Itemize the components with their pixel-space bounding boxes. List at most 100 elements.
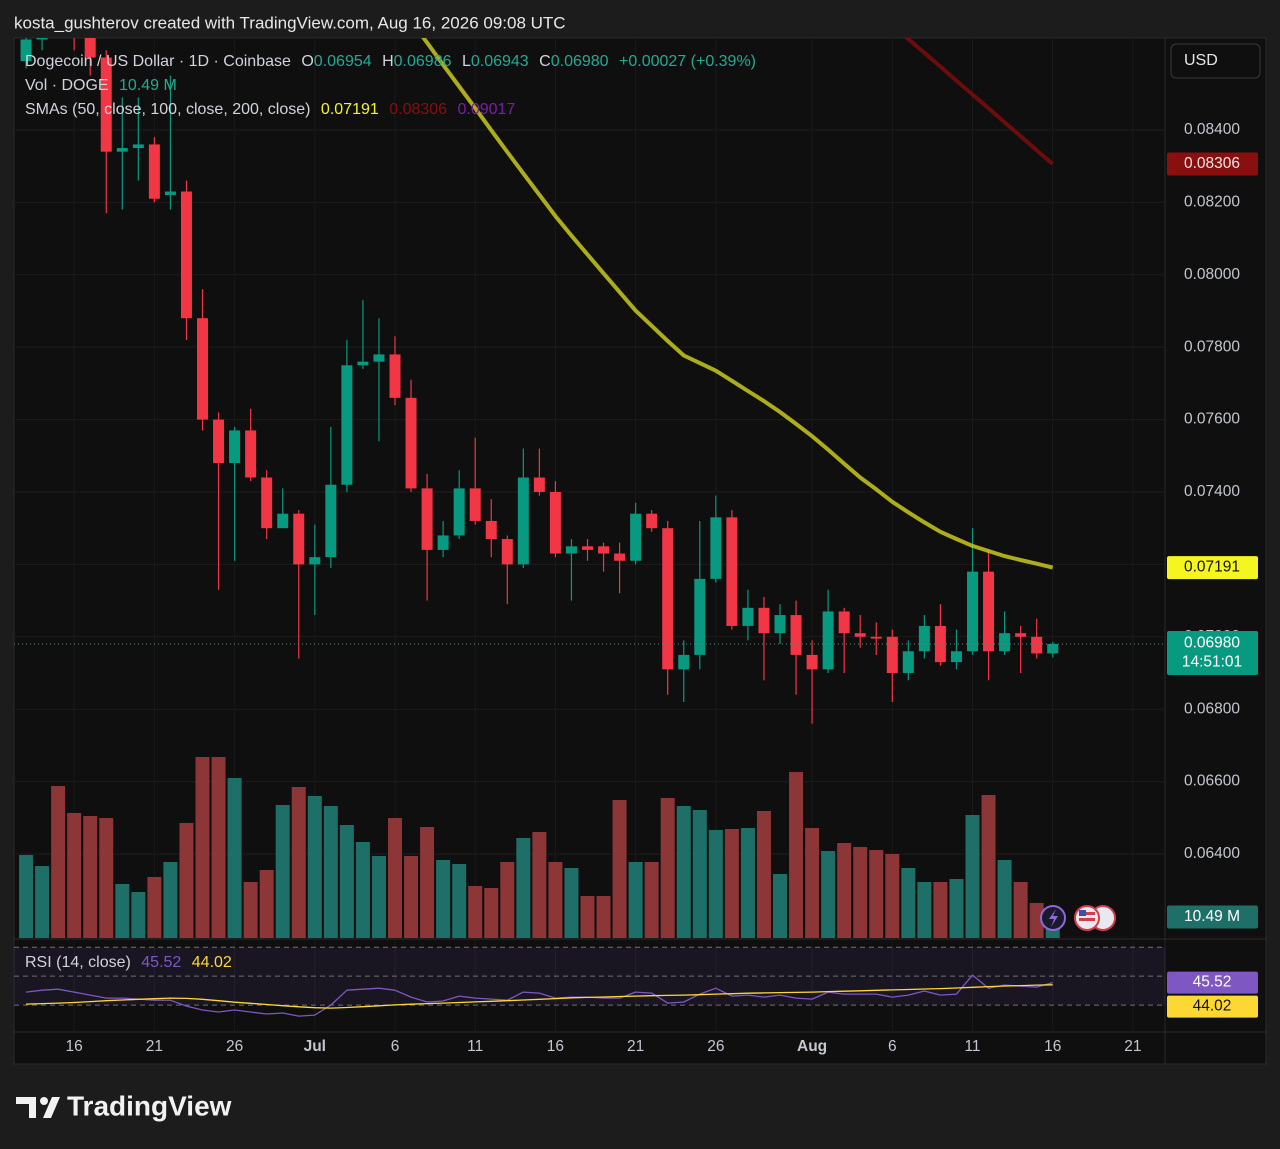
candle-body	[100, 57, 112, 152]
candle-body	[309, 557, 321, 565]
x-tick-label: 21	[627, 1038, 644, 1055]
volume-bar	[1029, 903, 1044, 938]
candle-body	[582, 546, 593, 550]
candle-body	[918, 625, 930, 652]
price-pane	[14, 38, 1165, 938]
candle-body	[1015, 633, 1027, 637]
price-badge-label: 14:51:01	[1182, 654, 1242, 671]
candle-body	[373, 354, 385, 362]
candle-body	[20, 39, 32, 62]
volume-bar	[805, 828, 820, 938]
candle-body	[213, 419, 225, 464]
candle-body	[245, 430, 257, 478]
volume-badge	[1167, 905, 1258, 929]
candle-body	[1031, 636, 1043, 654]
candle-body	[694, 578, 706, 655]
volume-bar	[291, 787, 306, 938]
volume-bar	[869, 850, 884, 938]
volume-bar	[612, 800, 627, 938]
x-tick-label: 11	[964, 1038, 980, 1055]
candle-body	[549, 491, 561, 554]
axes: 0.064000.066000.068000.070000.072000.074…	[66, 121, 1258, 1055]
volume-bar	[676, 806, 691, 938]
candle-body	[437, 535, 449, 550]
volume-bar	[51, 786, 66, 938]
rsi-line	[25, 984, 1053, 1009]
candle-body	[758, 607, 770, 634]
logo-mark	[16, 1097, 36, 1118]
candle-body	[774, 615, 786, 634]
volume-bar	[516, 838, 531, 938]
candle-body	[565, 546, 577, 554]
sma-badge-label: 0.08306	[1184, 155, 1240, 172]
volume-bar	[1013, 882, 1028, 938]
volume-bar	[147, 877, 162, 938]
rsi-badge-label: 44.02	[1193, 998, 1232, 1015]
sma-title: SMAs (50, close, 100, close, 200, close)	[25, 101, 310, 118]
volume-bar	[323, 806, 338, 938]
candle-body	[742, 607, 754, 626]
candle-body	[197, 318, 208, 420]
volume-bar	[227, 778, 242, 938]
sma-value: 0.07191	[321, 101, 379, 118]
candle-body	[870, 636, 882, 639]
ohlc-key: H	[382, 53, 394, 70]
logo-mark	[40, 1097, 48, 1105]
volume-bar	[548, 862, 563, 938]
flag-stripe	[1079, 918, 1095, 921]
ohlc-key: C	[539, 53, 551, 70]
change: +0.00027 (+0.39%)	[619, 53, 756, 70]
x-tick-label: 16	[1044, 1038, 1061, 1055]
event-icons	[1040, 905, 1116, 931]
logo-mark	[43, 1097, 60, 1118]
volume-bar	[596, 896, 611, 938]
currency-button[interactable]	[1170, 43, 1261, 79]
x-tick-label: 26	[226, 1038, 243, 1055]
volume-bar	[628, 862, 643, 938]
volume-bar	[211, 757, 226, 938]
volume-bar	[789, 772, 804, 938]
x-tick-label: 11	[467, 1038, 483, 1055]
y-tick-label: 0.06800	[1184, 700, 1240, 717]
volume-bar	[179, 823, 194, 938]
volume-bar	[35, 866, 50, 938]
candle-body	[36, 38, 48, 40]
ohlc-value: 0.06954	[314, 53, 372, 70]
volume-bar	[355, 842, 370, 938]
ohlc-key: O	[301, 53, 313, 70]
volume-bar	[500, 862, 515, 938]
sma-badge-label: 0.07191	[1184, 559, 1240, 576]
volume-bar	[99, 818, 114, 938]
event-icon-glyph	[1049, 909, 1058, 927]
ohlc-value: 0.06943	[471, 53, 529, 70]
candle-body	[180, 191, 192, 319]
volume-bar	[660, 798, 675, 938]
volume-title: Vol · DOGE	[25, 77, 109, 94]
volume-bar	[917, 882, 932, 938]
volume-bar	[452, 864, 467, 938]
volume-bar	[933, 882, 948, 938]
candle-body	[806, 654, 818, 670]
volume-bar	[564, 868, 579, 938]
volume-bar	[981, 795, 996, 938]
volume-bar	[259, 870, 274, 938]
volume-bar	[997, 860, 1012, 938]
y-tick-label: 0.07600	[1184, 411, 1240, 428]
rsi-value: 45.52	[141, 954, 181, 971]
candle-body	[967, 571, 978, 652]
candle-body	[132, 144, 144, 149]
volume-bar	[837, 843, 852, 938]
rsi-badge	[1167, 995, 1258, 1018]
volume-bar	[275, 805, 290, 938]
x-tick-label: 26	[707, 1038, 724, 1055]
rsi-pane	[14, 946, 1165, 1017]
volume-bar	[195, 757, 210, 938]
flag-canton	[1079, 910, 1086, 916]
volume-bar	[307, 796, 322, 938]
footer-logo: TradingView	[16, 1090, 232, 1121]
x-tick-label: 21	[146, 1038, 163, 1055]
candle-body	[341, 365, 353, 485]
rsi-legend: RSI (14, close) 45.52 44.02	[25, 954, 232, 971]
volume-bar	[756, 811, 771, 938]
price-badge	[1167, 631, 1258, 676]
